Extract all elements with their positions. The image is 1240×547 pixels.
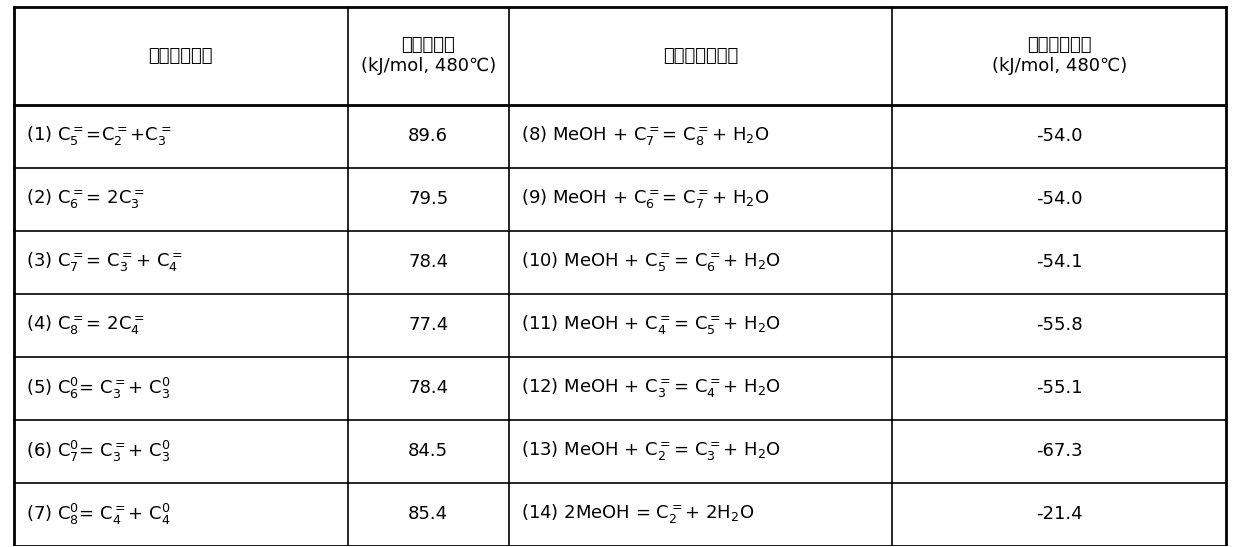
Text: (5) C$_6^0$= C$_3^=$+ C$_3^0$: (5) C$_6^0$= C$_3^=$+ C$_3^0$ [26,376,171,401]
Text: -55.1: -55.1 [1035,379,1083,397]
Text: -55.8: -55.8 [1035,316,1083,334]
Text: -54.1: -54.1 [1035,253,1083,271]
Text: (13) MeOH + C$_2^=$= C$_3^=$+ H$_2$O: (13) MeOH + C$_2^=$= C$_3^=$+ H$_2$O [521,440,781,463]
Text: 78.4: 78.4 [408,379,449,397]
Text: (1) C$_5^=$=C$_2^=$+C$_3^=$: (1) C$_5^=$=C$_2^=$+C$_3^=$ [26,125,171,148]
Text: 77.4: 77.4 [408,316,449,334]
Text: 79.5: 79.5 [408,190,449,208]
Text: (4) C$_8^=$= 2C$_4^=$: (4) C$_8^=$= 2C$_4^=$ [26,313,145,337]
Text: -21.4: -21.4 [1035,505,1083,523]
Text: -54.0: -54.0 [1035,127,1083,146]
Text: 甲基化反应焓
(kJ/mol, 480℃): 甲基化反应焓 (kJ/mol, 480℃) [992,37,1127,75]
Text: 78.4: 78.4 [408,253,449,271]
Text: (6) C$_7^0$= C$_3^=$+ C$_3^0$: (6) C$_7^0$= C$_3^=$+ C$_3^0$ [26,439,171,464]
Text: -67.3: -67.3 [1035,442,1083,460]
Text: (14) 2MeOH = C$_2^=$+ 2H$_2$O: (14) 2MeOH = C$_2^=$+ 2H$_2$O [521,503,754,526]
Text: (9) MeOH + C$_6^=$= C$_7^=$+ H$_2$O: (9) MeOH + C$_6^=$= C$_7^=$+ H$_2$O [521,188,770,211]
Text: (7) C$_8^0$= C$_4^=$+ C$_4^0$: (7) C$_8^0$= C$_4^=$+ C$_4^0$ [26,502,171,527]
Text: (10) MeOH + C$_5^=$= C$_6^=$+ H$_2$O: (10) MeOH + C$_5^=$= C$_6^=$+ H$_2$O [521,251,781,274]
Text: (2) C$_6^=$= 2C$_3^=$: (2) C$_6^=$= 2C$_3^=$ [26,188,145,211]
Text: 85.4: 85.4 [408,505,449,523]
Text: 89.6: 89.6 [408,127,448,146]
Text: 84.5: 84.5 [408,442,449,460]
Text: (3) C$_7^=$= C$_3^=$+ C$_4^=$: (3) C$_7^=$= C$_3^=$+ C$_4^=$ [26,251,182,274]
Text: (11) MeOH + C$_4^=$= C$_5^=$+ H$_2$O: (11) MeOH + C$_4^=$= C$_5^=$+ H$_2$O [521,313,781,337]
Text: -54.0: -54.0 [1035,190,1083,208]
Text: 甲醇参与的反应: 甲醇参与的反应 [663,47,738,65]
Text: (12) MeOH + C$_3^=$= C$_4^=$+ H$_2$O: (12) MeOH + C$_3^=$= C$_4^=$+ H$_2$O [521,377,781,400]
Text: (8) MeOH + C$_7^=$= C$_8^=$+ H$_2$O: (8) MeOH + C$_7^=$= C$_8^=$+ H$_2$O [521,125,770,148]
Text: 裂解反应焓
(kJ/mol, 480℃): 裂解反应焓 (kJ/mol, 480℃) [361,37,496,75]
Text: 烃裂类解反应: 烃裂类解反应 [149,47,213,65]
